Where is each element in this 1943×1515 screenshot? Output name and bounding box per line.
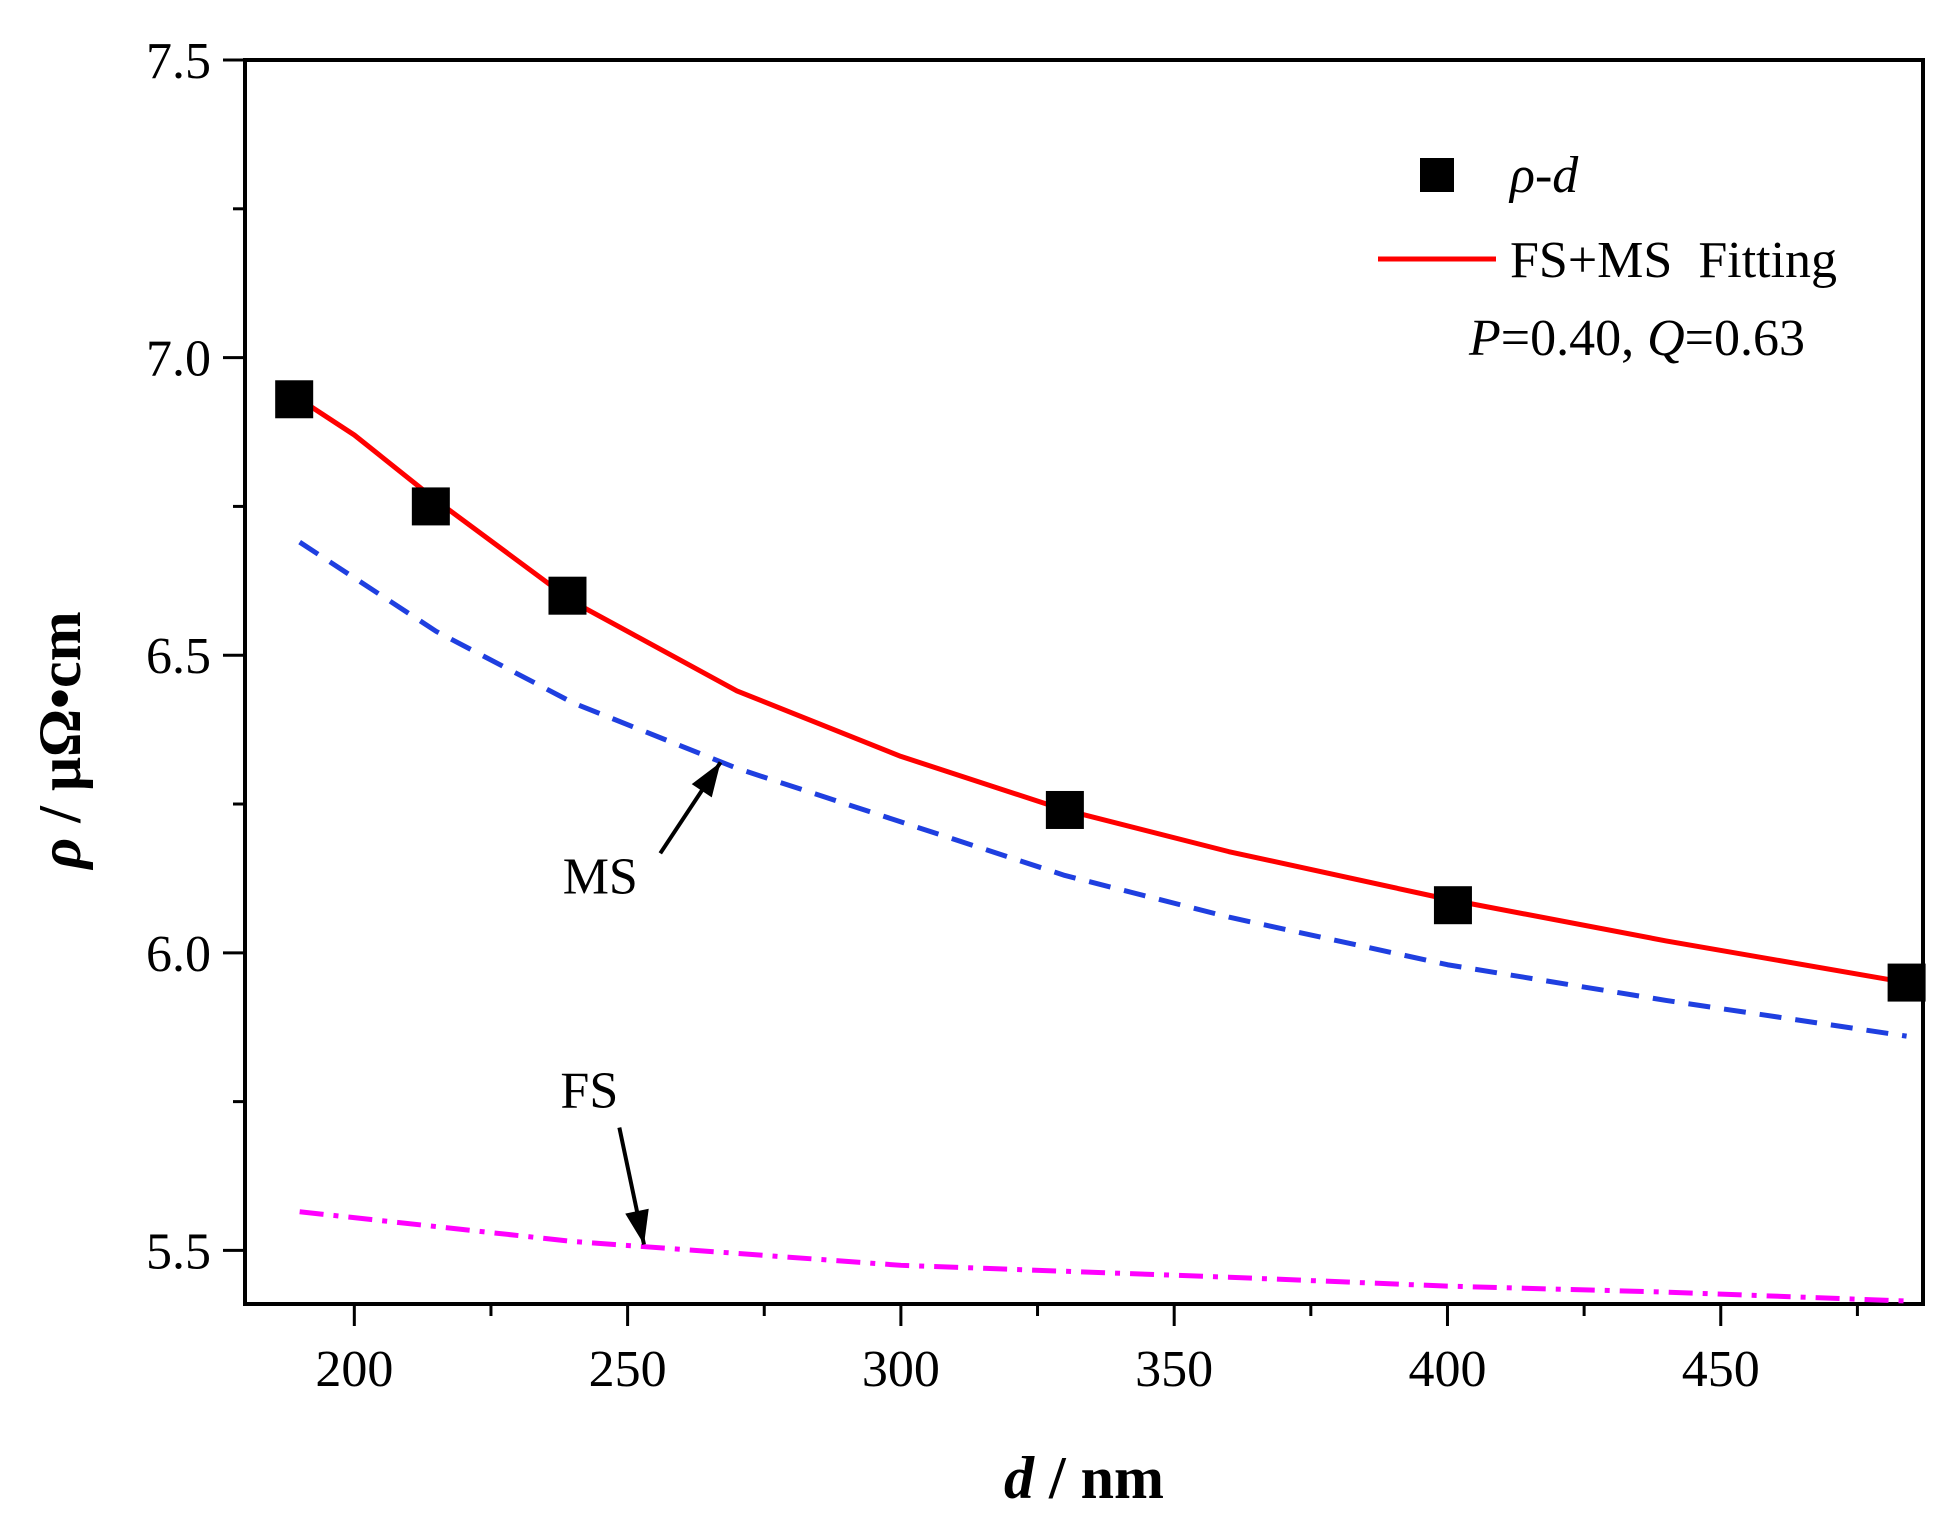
legend-line-label: FS+MS Fitting [1510,232,1837,289]
x-tick-label: 450 [1682,1341,1760,1398]
series-layer [275,380,1926,1304]
param-q-value: =0.63 [1685,310,1805,367]
data-point-marker [275,380,314,419]
annotation-label-ms: MS [563,848,638,905]
annotation-arrowhead-fs [625,1208,649,1245]
annotation-label-fs: FS [560,1063,618,1120]
legend-params: P=0.40, Q=0.63 [1378,310,1870,367]
series-ms-line [298,540,1907,1039]
legend-marker-label-var2: d [1552,147,1579,204]
x-tick-label: 300 [862,1341,940,1398]
x-axis-title-var: d [1004,1445,1035,1511]
x-tick-label: 400 [1408,1341,1486,1398]
series-fs-ms-fitting-line [298,397,1908,986]
y-tick-label: 6.0 [146,926,211,983]
y-tick-label: 5.5 [146,1223,211,1280]
series-fs-line [299,1209,1907,1304]
axis-ticks: 200 250 300 350 400 450 5.5 6.0 6.5 7.0 7.5 [146,33,1859,1398]
x-axis-title-unit: / nm [1034,1445,1164,1511]
param-p-var: P [1468,310,1501,367]
legend-marker-label: ρ-d [1508,147,1579,204]
y-tick-label: 7.5 [146,33,211,90]
y-axis-title-unit: / μΩ•cm [27,611,93,823]
y-axis-title-var: ρ [27,838,93,871]
data-point-marker [1887,963,1926,1002]
plot-frame [243,58,1925,1306]
data-point-marker [1433,886,1472,925]
x-tick-label: 250 [589,1341,667,1398]
data-point-marker [1045,790,1084,829]
annotation-arrowhead-ms [691,762,721,798]
y-tick-label: 6.5 [146,628,211,685]
y-axis-title-gap [27,823,93,838]
x-tick-label: 200 [315,1341,393,1398]
data-point-marker [548,576,587,615]
annotation-layer: MS FS [560,761,723,1245]
legend-marker-label-sep: - [1535,147,1552,204]
data-point-marker [411,487,450,526]
legend: ρ-d FS+MS Fitting P=0.40, Q=0.63 [1378,147,1870,367]
legend-marker-label-var1: ρ [1508,147,1535,204]
x-tick-label: 350 [1135,1341,1213,1398]
param-p-value: =0.40, [1501,310,1647,367]
x-axis-title: d / nm [1004,1445,1164,1511]
y-tick-label: 7.0 [146,331,211,388]
param-q-var: Q [1647,310,1685,367]
legend-marker-symbol [1420,158,1454,192]
y-axis-title: ρ / μΩ•cm [27,611,93,870]
